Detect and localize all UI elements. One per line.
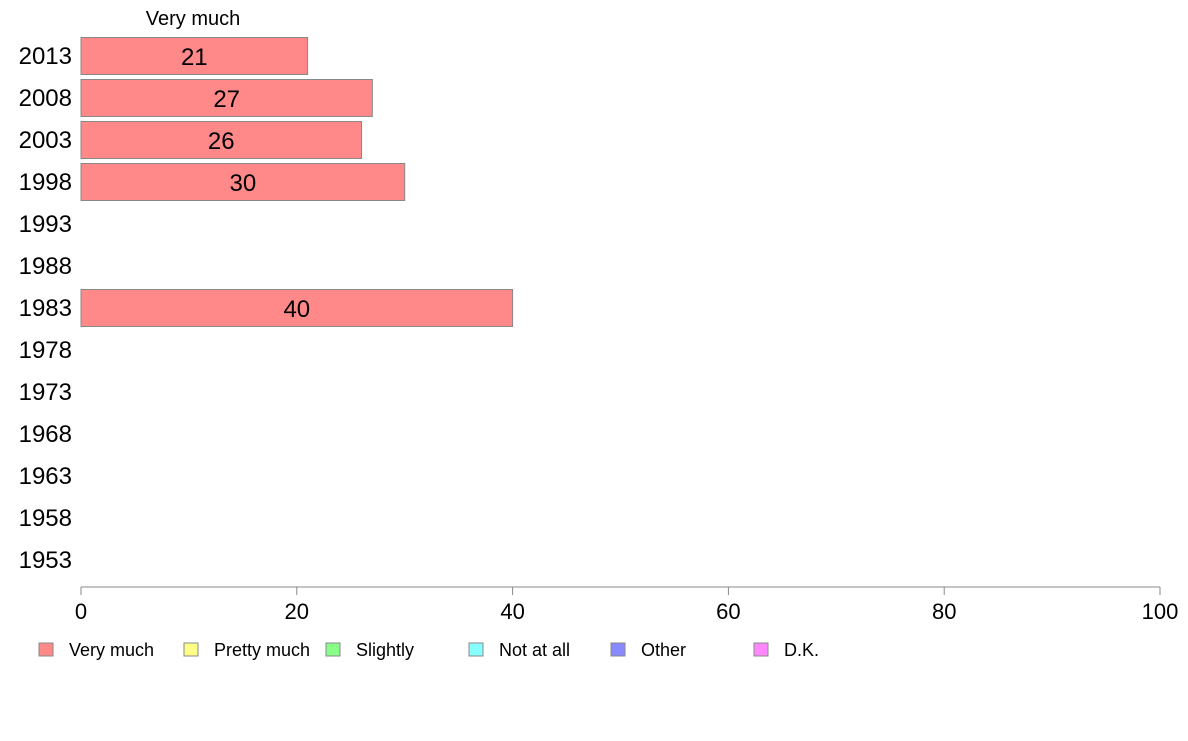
legend-label-very-much: Very much xyxy=(69,640,154,660)
year-label-2003: 2003 xyxy=(19,127,72,154)
legend-label-slightly: Slightly xyxy=(356,640,414,660)
bar-2013-very-much xyxy=(80,37,309,75)
legend-label-not-at-all: Not at all xyxy=(499,640,570,660)
x-tick-label-80: 80 xyxy=(932,599,956,624)
year-label-1973: 1973 xyxy=(19,379,72,406)
x-tick-label-40: 40 xyxy=(500,599,524,624)
year-label-2013: 2013 xyxy=(19,43,72,70)
bar-value-label-2013: 21 xyxy=(181,44,208,71)
x-tick-label-0: 0 xyxy=(75,599,87,624)
year-label-1958: 1958 xyxy=(19,505,72,532)
legend: Very much Pretty much Slightly Not at all Ot… xyxy=(38,640,819,660)
legend-swatch-pretty-much xyxy=(183,642,199,657)
legend-label-pretty-much: Pretty much xyxy=(214,640,310,660)
x-tick-label-20: 20 xyxy=(285,599,309,624)
legend-swatch-other xyxy=(610,642,626,657)
legend-swatch-not-at-all xyxy=(468,642,484,657)
year-label-2008: 2008 xyxy=(19,85,72,112)
year-label-1953: 1953 xyxy=(19,547,72,574)
legend-label-d-k-: D.K. xyxy=(784,640,819,660)
year-label-1963: 1963 xyxy=(19,463,72,490)
x-tick-label-60: 60 xyxy=(716,599,740,624)
year-label-1983: 1983 xyxy=(19,295,72,322)
x-axis: 0 20 40 60 80 100 xyxy=(75,586,1179,624)
legend-label-other: Other xyxy=(641,640,686,660)
bar-1998-very-much xyxy=(80,163,406,201)
bar-value-label-2003: 26 xyxy=(208,128,235,155)
year-label-1988: 1988 xyxy=(19,253,72,280)
x-tick-label-100: 100 xyxy=(1142,599,1179,624)
bar-value-label-1983: 40 xyxy=(283,296,310,323)
year-labels: 2013 2008 2003 1998 1993 1988 1983 1978 1973 1968… xyxy=(19,43,72,574)
bar-value-label-2008: 27 xyxy=(213,86,240,113)
bar-value-label-1998: 30 xyxy=(229,170,256,197)
legend-swatch-d-k- xyxy=(753,642,769,657)
year-label-1978: 1978 xyxy=(19,337,72,364)
legend-swatch-slightly xyxy=(325,642,341,657)
bar-1983-very-much xyxy=(80,289,514,327)
bar-2003-very-much xyxy=(80,121,363,159)
year-label-1998: 1998 xyxy=(19,169,72,196)
year-label-1993: 1993 xyxy=(19,211,72,238)
series-header-label: Very much xyxy=(146,8,240,30)
bar-2008-very-much xyxy=(80,79,373,117)
legend-swatch-very-much xyxy=(38,642,54,657)
year-label-1968: 1968 xyxy=(19,421,72,448)
